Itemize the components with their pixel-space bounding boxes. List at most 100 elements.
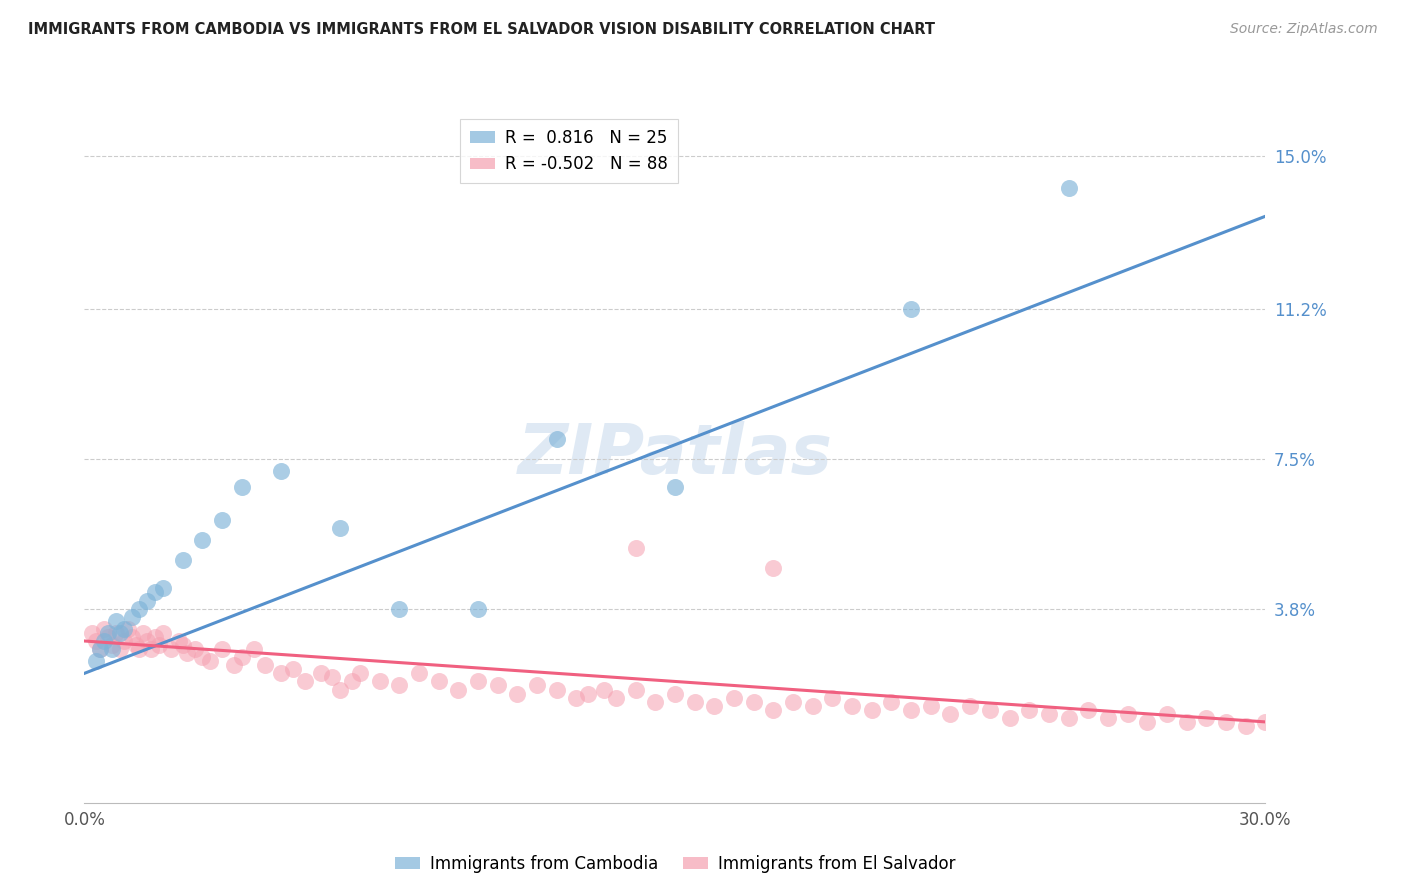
- Point: [329, 521, 352, 535]
- Point: [112, 634, 135, 648]
- Point: [128, 642, 150, 657]
- Point: [191, 650, 214, 665]
- Text: Source: ZipAtlas.com: Source: ZipAtlas.com: [1230, 22, 1378, 37]
- Point: [959, 698, 981, 713]
- Point: [447, 682, 470, 697]
- Point: [683, 695, 706, 709]
- Point: [97, 630, 120, 644]
- Point: [467, 601, 489, 615]
- Point: [368, 674, 391, 689]
- Point: [136, 593, 159, 607]
- Point: [408, 666, 430, 681]
- Point: [841, 698, 863, 713]
- Point: [821, 690, 844, 705]
- Point: [1254, 714, 1277, 729]
- Point: [136, 634, 159, 648]
- Point: [801, 698, 824, 713]
- Point: [526, 678, 548, 692]
- Point: [132, 626, 155, 640]
- Point: [939, 706, 962, 721]
- Point: [160, 642, 183, 657]
- Point: [270, 666, 292, 681]
- Point: [270, 464, 292, 478]
- Point: [546, 432, 568, 446]
- Point: [782, 695, 804, 709]
- Point: [1175, 714, 1198, 729]
- Point: [141, 642, 163, 657]
- Point: [143, 585, 166, 599]
- Point: [309, 666, 332, 681]
- Point: [104, 614, 127, 628]
- Point: [860, 703, 883, 717]
- Point: [112, 622, 135, 636]
- Point: [605, 690, 627, 705]
- Point: [546, 682, 568, 697]
- Point: [211, 642, 233, 657]
- Point: [231, 650, 253, 665]
- Point: [117, 622, 139, 636]
- Point: [183, 642, 205, 657]
- Point: [108, 626, 131, 640]
- Point: [979, 703, 1001, 717]
- Point: [89, 642, 111, 657]
- Point: [231, 480, 253, 494]
- Point: [1057, 711, 1080, 725]
- Point: [880, 695, 903, 709]
- Point: [1097, 711, 1119, 725]
- Point: [1057, 181, 1080, 195]
- Point: [101, 638, 124, 652]
- Point: [281, 662, 304, 676]
- Point: [998, 711, 1021, 725]
- Point: [388, 678, 411, 692]
- Point: [176, 646, 198, 660]
- Point: [427, 674, 450, 689]
- Point: [900, 302, 922, 317]
- Point: [1116, 706, 1139, 721]
- Point: [920, 698, 942, 713]
- Point: [254, 658, 277, 673]
- Point: [576, 687, 599, 701]
- Point: [664, 480, 686, 494]
- Point: [762, 561, 785, 575]
- Point: [349, 666, 371, 681]
- Point: [664, 687, 686, 701]
- Point: [172, 553, 194, 567]
- Point: [93, 634, 115, 648]
- Point: [167, 634, 190, 648]
- Point: [1038, 706, 1060, 721]
- Point: [388, 601, 411, 615]
- Point: [593, 682, 616, 697]
- Point: [97, 626, 120, 640]
- Point: [1077, 703, 1099, 717]
- Point: [762, 703, 785, 717]
- Point: [565, 690, 588, 705]
- Point: [84, 654, 107, 668]
- Point: [644, 695, 666, 709]
- Point: [148, 638, 170, 652]
- Point: [124, 638, 146, 652]
- Point: [84, 634, 107, 648]
- Legend: Immigrants from Cambodia, Immigrants from El Salvador: Immigrants from Cambodia, Immigrants fro…: [388, 848, 962, 880]
- Point: [1195, 711, 1218, 725]
- Point: [200, 654, 222, 668]
- Point: [242, 642, 264, 657]
- Point: [108, 642, 131, 657]
- Point: [723, 690, 745, 705]
- Point: [329, 682, 352, 697]
- Point: [143, 630, 166, 644]
- Point: [703, 698, 725, 713]
- Point: [172, 638, 194, 652]
- Text: IMMIGRANTS FROM CAMBODIA VS IMMIGRANTS FROM EL SALVADOR VISION DISABILITY CORREL: IMMIGRANTS FROM CAMBODIA VS IMMIGRANTS F…: [28, 22, 935, 37]
- Point: [128, 601, 150, 615]
- Legend: R =  0.816   N = 25, R = -0.502   N = 88: R = 0.816 N = 25, R = -0.502 N = 88: [460, 119, 678, 183]
- Point: [467, 674, 489, 689]
- Point: [82, 626, 104, 640]
- Point: [101, 642, 124, 657]
- Point: [624, 541, 647, 555]
- Point: [93, 622, 115, 636]
- Point: [486, 678, 509, 692]
- Point: [1215, 714, 1237, 729]
- Point: [104, 626, 127, 640]
- Point: [900, 703, 922, 717]
- Text: ZIPatlas: ZIPatlas: [517, 421, 832, 489]
